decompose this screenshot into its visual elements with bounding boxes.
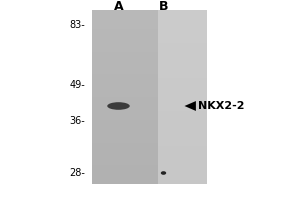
Text: 83-: 83- [70, 20, 86, 30]
Ellipse shape [161, 171, 166, 175]
Ellipse shape [107, 102, 130, 110]
Polygon shape [184, 101, 196, 111]
Text: 28-: 28- [70, 168, 86, 178]
Text: 36-: 36- [70, 116, 86, 126]
Text: A: A [114, 0, 123, 12]
Text: NKX2-2: NKX2-2 [198, 101, 245, 111]
Text: 49-: 49- [70, 80, 86, 90]
Text: B: B [159, 0, 168, 12]
